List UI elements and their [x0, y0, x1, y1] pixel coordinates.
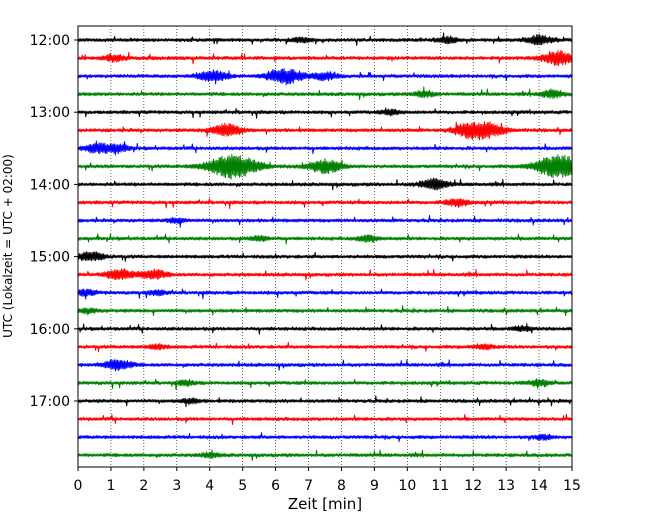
trace-1600: [77, 323, 573, 335]
trace-1445: [77, 233, 573, 245]
y-axis-ticks: 12:00 13:00 14:00 15:00 16:00 17:00: [30, 33, 78, 410]
trace-1700: [77, 395, 573, 408]
trace-1615: [77, 341, 573, 353]
y-tick-label: 13:00: [30, 105, 70, 121]
trace-1200: [77, 32, 573, 46]
trace-1500: [77, 251, 573, 262]
y-tick-label: 17:00: [30, 394, 70, 410]
trace-1430: [77, 214, 573, 228]
x-tick-label: 5: [238, 478, 247, 494]
x-tick-label: 10: [398, 478, 416, 494]
y-tick-label: 12:00: [30, 33, 70, 49]
trace-1230: [77, 67, 573, 86]
trace-1245: [77, 86, 573, 100]
trace-1415: [77, 198, 573, 209]
x-tick-label: 12: [464, 478, 482, 494]
x-tick-label: 11: [431, 478, 449, 494]
y-axis-label: UTC (Lokalzeit = UTC + 02:00): [1, 154, 15, 338]
x-tick-label: 13: [497, 478, 515, 494]
trace-1730: [77, 432, 573, 443]
x-tick-label: 0: [74, 478, 83, 494]
y-tick-label: 14:00: [30, 177, 70, 193]
y-tick-label: 15:00: [30, 250, 70, 266]
x-axis-label: Zeit [min]: [288, 495, 362, 513]
x-axis-ticks: 0 1 2 3 4 5 6 7 8 9 10 11 12 13 14 15: [74, 467, 581, 494]
trace-1515: [77, 268, 573, 281]
x-tick-label: 15: [563, 478, 581, 494]
trace-1400: [77, 177, 573, 191]
x-tick-label: 2: [139, 478, 148, 494]
x-tick-label: 7: [304, 478, 313, 494]
x-tick-label: 8: [337, 478, 346, 494]
x-tick-label: 14: [530, 478, 548, 494]
trace-1315: [77, 121, 573, 141]
trace-1645: [77, 378, 573, 390]
trace-1745: [77, 449, 573, 461]
x-tick-label: 6: [271, 478, 280, 494]
trace-series: [77, 32, 573, 461]
trace-1215: [77, 50, 573, 67]
trace-1630: [77, 359, 573, 372]
x-tick-label: 3: [172, 478, 181, 494]
x-tick-label: 9: [370, 478, 379, 494]
trace-1345: [77, 153, 573, 180]
trace-1545: [77, 305, 573, 317]
trace-1330: [77, 140, 573, 156]
trace-1300: [77, 107, 573, 119]
y-tick-label: 16:00: [30, 322, 70, 338]
x-tick-label: 1: [106, 478, 115, 494]
plot-area-frame: [77, 25, 573, 468]
trace-1715: [77, 413, 573, 425]
trace-1530: [77, 288, 573, 300]
x-tick-label: 4: [205, 478, 214, 494]
